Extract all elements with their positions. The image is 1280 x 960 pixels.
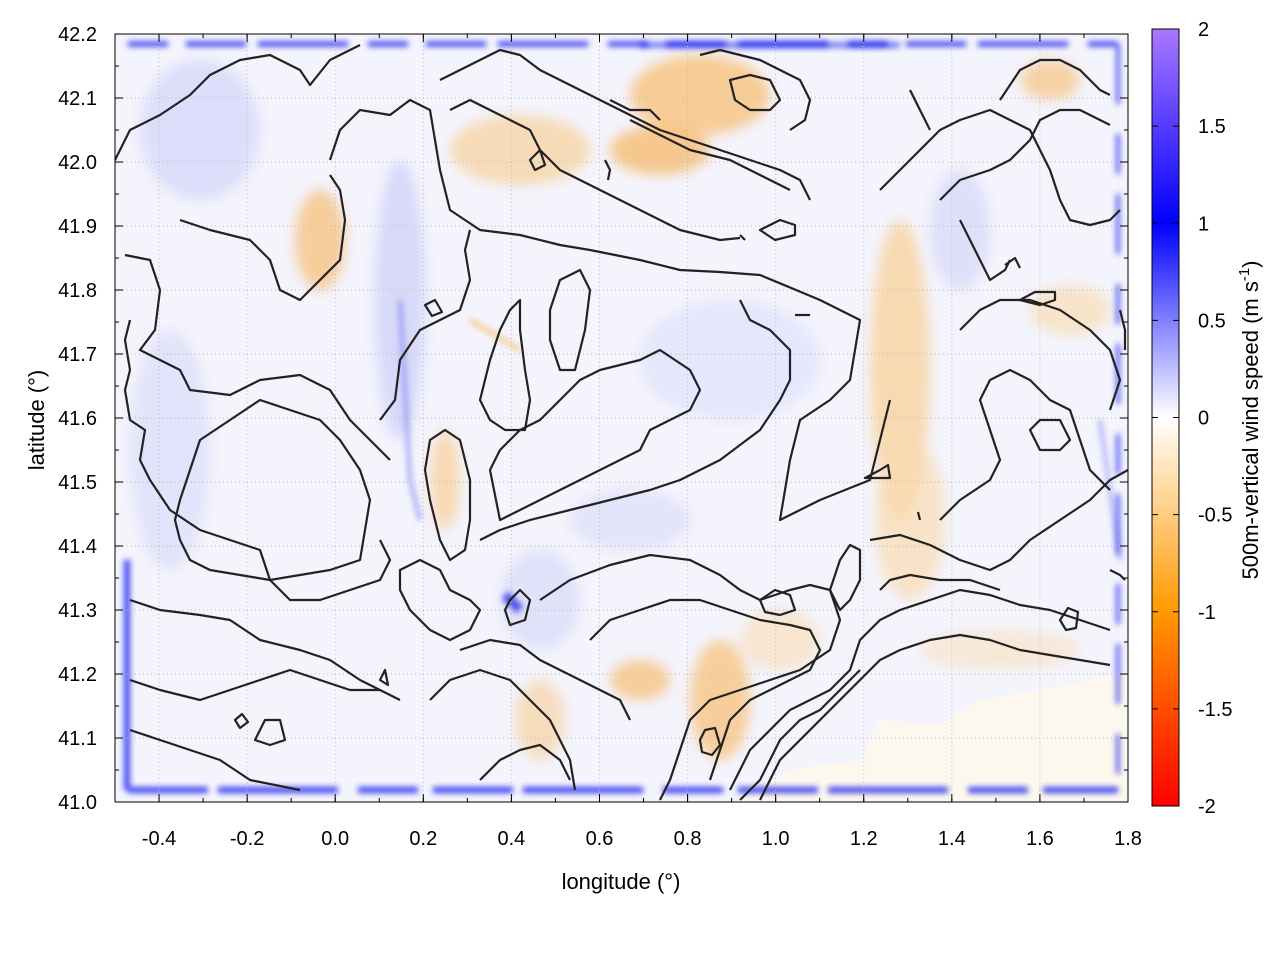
x-tick-label: 0.4 bbox=[497, 828, 525, 850]
y-axis-title: latitude (°) bbox=[24, 370, 49, 471]
contour-lines bbox=[115, 44, 1128, 801]
colorbar-label-sup: -1 bbox=[1236, 268, 1253, 281]
x-tick-label: 1.8 bbox=[1114, 828, 1142, 850]
x-tick-label: 1.0 bbox=[762, 828, 790, 850]
y-tick-label: 42.1 bbox=[58, 88, 97, 110]
y-tick-label: 41.9 bbox=[58, 216, 97, 238]
x-tick-label: -0.4 bbox=[142, 828, 176, 850]
colorbar: 2 1.5 1 0.5 0 -0.5 -1 -1.5 -2 500m-vertical wind… bbox=[1151, 19, 1263, 818]
y-tick-label: 41.5 bbox=[58, 472, 97, 494]
y-tick-label: 41.4 bbox=[58, 536, 97, 558]
wind-field bbox=[115, 34, 1128, 802]
x-tick-label: 1.2 bbox=[850, 828, 878, 850]
y-tick-label: 42.2 bbox=[58, 24, 97, 46]
y-tick-label: 41.6 bbox=[58, 408, 97, 430]
y-axis: 41.0 41.1 41.2 41.3 41.4 41.5 41.6 41.7 41.8 41.9… bbox=[58, 24, 1128, 814]
y-tick-label: 41.1 bbox=[58, 728, 97, 750]
y-tick-label: 41.8 bbox=[58, 280, 97, 302]
x-tick-label: 0.8 bbox=[674, 828, 702, 850]
x-axis: -0.4 -0.2 0.0 0.2 0.4 0.6 0.8 1.0 1.2 1.4 1.6 1.8 bbox=[114, 34, 1142, 850]
colorbar-tick-label: -0.5 bbox=[1198, 505, 1232, 527]
x-tick-label: 1.4 bbox=[938, 828, 966, 850]
colorbar-tick-label: 2 bbox=[1198, 19, 1209, 41]
colorbar-tick-label: -1 bbox=[1198, 602, 1216, 624]
y-tick-label: 41.7 bbox=[58, 344, 97, 366]
colorbar-label-end: ) bbox=[1238, 260, 1263, 267]
x-axis-title: longitude (°) bbox=[562, 869, 681, 894]
x-tick-label: 1.6 bbox=[1026, 828, 1054, 850]
colorbar-tick-label: 1.5 bbox=[1198, 116, 1226, 138]
x-tick-label: 0.0 bbox=[321, 828, 349, 850]
x-tick-label: -0.2 bbox=[230, 828, 264, 850]
colorbar-label: 500m-vertical wind speed (m s-1) bbox=[1236, 260, 1263, 579]
y-tick-label: 41.2 bbox=[58, 664, 97, 686]
colorbar-ticks: 2 1.5 1 0.5 0 -0.5 -1 -1.5 -2 bbox=[1152, 19, 1232, 818]
colorbar-label-main: 500m-vertical wind speed (m s bbox=[1238, 281, 1263, 579]
x-tick-label: 0.2 bbox=[409, 828, 437, 850]
colorbar-tick-label: -2 bbox=[1198, 796, 1216, 818]
y-tick-label: 42.0 bbox=[58, 152, 97, 174]
colorbar-tick-label: 0 bbox=[1198, 408, 1209, 430]
x-tick-label: 0.6 bbox=[586, 828, 614, 850]
y-tick-label: 41.0 bbox=[58, 792, 97, 814]
colorbar-tick-label: -1.5 bbox=[1198, 699, 1232, 721]
colorbar-tick-label: 0.5 bbox=[1198, 310, 1226, 332]
y-tick-label: 41.3 bbox=[58, 600, 97, 622]
colorbar-tick-label: 1 bbox=[1198, 213, 1209, 235]
